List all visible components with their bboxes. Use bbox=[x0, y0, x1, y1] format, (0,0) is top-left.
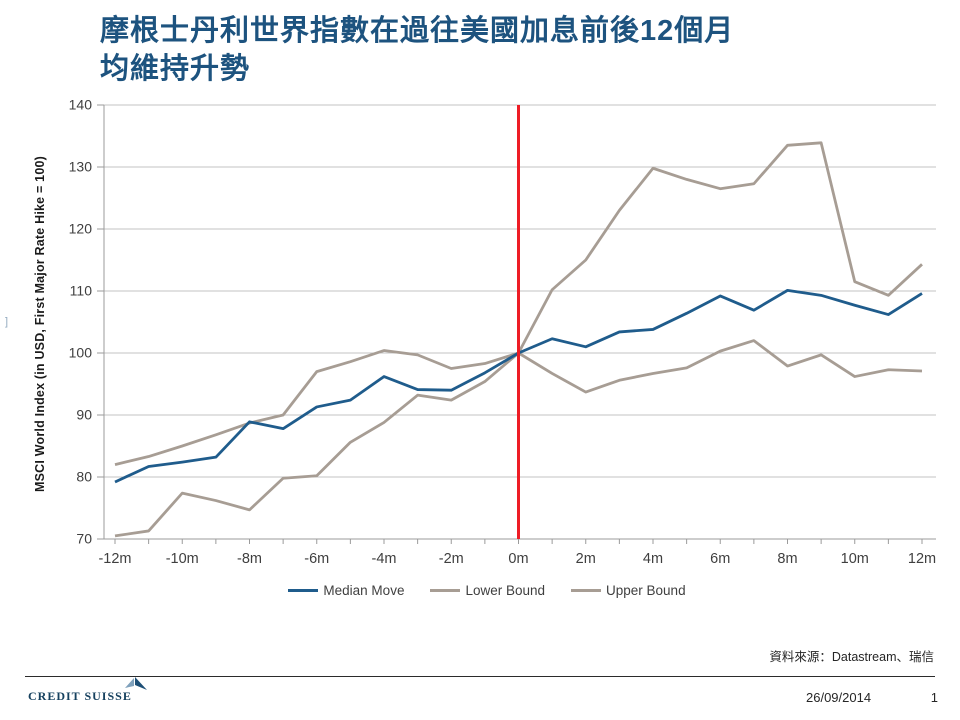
credit-suisse-logo-text: CREDIT SUISSE bbox=[28, 689, 132, 703]
x-tick-label: -12m bbox=[98, 551, 131, 567]
x-tick-label: -6m bbox=[304, 551, 329, 567]
x-tick-label: 12m bbox=[908, 551, 936, 567]
credit-suisse-sails-icon bbox=[124, 677, 147, 690]
x-tick-label: -2m bbox=[439, 551, 464, 567]
legend-label: Lower Bound bbox=[465, 583, 546, 598]
x-tick-label: -10m bbox=[166, 551, 199, 567]
x-tick-label: -4m bbox=[372, 551, 397, 567]
page-number: 1 bbox=[930, 690, 938, 705]
source-note: 資料來源：Datastream、瑞信 bbox=[769, 650, 934, 664]
y-tick-label: 100 bbox=[69, 345, 93, 361]
median-move-line-swatch bbox=[288, 589, 319, 592]
y-tick-label: 140 bbox=[69, 97, 93, 113]
y-tick-label: 120 bbox=[69, 221, 93, 237]
y-tick-label: 110 bbox=[70, 283, 93, 299]
x-tick-label: 10m bbox=[841, 551, 869, 567]
stray-mark: ] bbox=[5, 316, 9, 328]
chart-svg: 70 80 90 100 110 120 130 140 -12m -10m -8m -6m -4m -2… bbox=[69, 97, 936, 568]
footer-date: 26/09/2014 bbox=[806, 690, 872, 705]
legend-item-lower-bound: Lower Bound bbox=[430, 583, 545, 598]
lower-bound-line-swatch bbox=[430, 589, 461, 592]
y-tick-label: 70 bbox=[76, 531, 92, 547]
x-tick-label: 4m bbox=[643, 551, 663, 567]
page-title-line1: 摩根士丹利世界指數在過往美國加息前後12個月 bbox=[100, 15, 735, 47]
x-tick-label: 6m bbox=[710, 551, 730, 567]
legend-label: Upper Bound bbox=[606, 583, 686, 598]
credit-suisse-logo: CREDIT SUISSE bbox=[28, 677, 147, 705]
legend-item-median-move: Median Move bbox=[288, 583, 404, 598]
x-tick-label: 8m bbox=[777, 551, 797, 567]
y-tick-label: 80 bbox=[76, 469, 92, 485]
chart-legend: Median Move Lower Bound Upper Bound bbox=[104, 583, 870, 598]
y-axis-title: MSCI World Index (in USD, First Major Ra… bbox=[33, 156, 47, 492]
footer-rule bbox=[25, 676, 935, 677]
x-tick-label: -8m bbox=[237, 551, 262, 567]
page-title-line2: 均維持升勢 bbox=[100, 53, 251, 85]
y-tick-label: 130 bbox=[69, 159, 93, 175]
y-tick-label: 90 bbox=[76, 407, 92, 423]
x-tick-label: 0m bbox=[508, 551, 528, 567]
x-tick-label: 2m bbox=[576, 551, 596, 567]
legend-label: Median Move bbox=[323, 583, 405, 598]
legend-item-upper-bound: Upper Bound bbox=[571, 583, 686, 598]
page-title: 摩根士丹利世界指數在過往美國加息前後12個月 均維持升勢 bbox=[100, 12, 930, 88]
upper-bound-line-swatch bbox=[571, 589, 602, 592]
